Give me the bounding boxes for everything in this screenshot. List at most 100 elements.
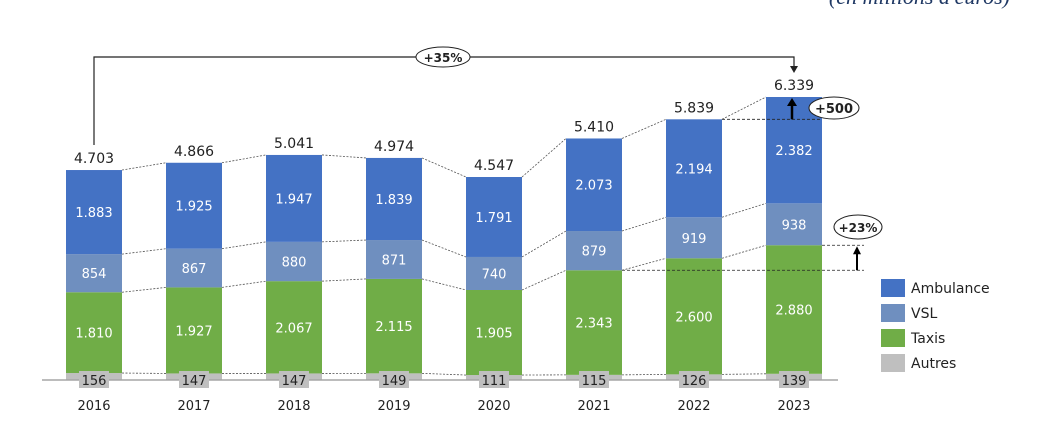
- legend-label-vsl: VSL: [911, 306, 937, 322]
- total-label: 4.974: [374, 139, 414, 155]
- bar-segment-vsl: [66, 254, 122, 293]
- bar-segment-ambulance: [366, 157, 422, 241]
- value-label-taxis: 2.343: [575, 317, 612, 332]
- x-tick-label: 2019: [377, 399, 410, 414]
- bar-segment-ambulance: [66, 170, 122, 255]
- connector-line: [721, 373, 767, 375]
- value-label-ambulance: 2.073: [575, 179, 612, 194]
- value-label-vsl: 879: [582, 245, 607, 260]
- connector-line: [621, 257, 667, 271]
- bar-segment-vsl: [666, 217, 722, 259]
- x-tick-label: 2017: [177, 399, 210, 414]
- connector-line: [521, 138, 567, 178]
- value-label-taxis: 2.115: [375, 320, 412, 335]
- growth-badge-500: [808, 96, 860, 120]
- bar-segment-vsl: [566, 231, 622, 271]
- value-label-vsl: 740: [482, 267, 507, 282]
- growth-badge-35: [415, 46, 471, 68]
- x-tick-label: 2018: [277, 399, 310, 414]
- x-tick-label: 2021: [577, 399, 610, 414]
- arrow-up-icon: [853, 246, 861, 255]
- connector-line: [721, 244, 767, 259]
- connector-line: [321, 154, 367, 159]
- bar-segment-vsl: [466, 256, 522, 290]
- value-label-taxis: 2.067: [275, 321, 312, 336]
- legend-label-autres: Autres: [911, 356, 956, 372]
- connector-line: [121, 287, 167, 293]
- total-label: 4.703: [74, 151, 114, 167]
- value-label-taxis: 1.905: [475, 327, 512, 342]
- value-label-autres: 147: [282, 374, 307, 389]
- annotation-label-35: +35%: [424, 51, 463, 65]
- connector-line: [321, 239, 367, 243]
- value-label-autres: 111: [482, 374, 507, 389]
- total-label: 6.339: [774, 78, 814, 94]
- bar-segment-vsl: [766, 203, 822, 246]
- connector-line: [221, 280, 267, 288]
- connector-line: [221, 241, 267, 250]
- value-label-ambulance: 1.947: [275, 192, 312, 207]
- value-label-vsl: 938: [782, 218, 807, 233]
- connector-line: [421, 157, 467, 178]
- x-tick-label: 2023: [777, 399, 810, 414]
- connector-line: [421, 239, 467, 258]
- bar-segment-ambulance: [466, 177, 522, 257]
- connector-line: [121, 248, 167, 255]
- connector-line: [621, 216, 667, 232]
- bar-segment-ambulance: [766, 97, 822, 204]
- value-label-ambulance: 1.791: [475, 211, 512, 226]
- value-label-autres: 139: [782, 374, 807, 389]
- connector-line: [321, 278, 367, 282]
- bar-segment-taxis: [66, 292, 122, 374]
- x-tick-label: 2016: [77, 399, 110, 414]
- autres-label-box: [779, 371, 809, 388]
- x-tick-label: 2020: [477, 399, 510, 414]
- value-label-ambulance: 1.883: [75, 206, 112, 221]
- connector-line: [721, 96, 767, 120]
- growth-badge-23: [833, 214, 883, 240]
- connector-line: [221, 154, 267, 164]
- total-label: 5.839: [674, 100, 714, 116]
- value-label-autres: 147: [182, 374, 207, 389]
- arrow-down-icon: [790, 66, 798, 73]
- autres-label-box: [679, 371, 709, 388]
- autres-label-box: [79, 371, 109, 388]
- value-label-autres: 149: [382, 374, 407, 389]
- connector-line: [421, 372, 467, 376]
- connector-line: [521, 230, 567, 258]
- autres-label-box: [479, 371, 509, 388]
- legend-swatch-autres: [881, 354, 905, 372]
- bar-segment-taxis: [266, 281, 322, 374]
- bar-segment-ambulance: [166, 162, 222, 249]
- connector-line: [421, 278, 467, 291]
- bar-segment-ambulance: [266, 154, 322, 242]
- bar-segment-taxis: [366, 278, 422, 374]
- value-label-ambulance: 2.382: [775, 144, 812, 159]
- bar-segment-vsl: [166, 248, 222, 288]
- bar-segment-vsl: [266, 241, 322, 282]
- value-label-taxis: 2.880: [775, 304, 812, 319]
- connector-line: [721, 202, 767, 218]
- bar-segment-ambulance: [666, 119, 722, 218]
- connector-line: [621, 118, 667, 139]
- legend-swatch-vsl: [881, 304, 905, 322]
- value-label-ambulance: 2.194: [675, 162, 712, 177]
- bar-segment-taxis: [166, 287, 222, 374]
- bar-segment-taxis: [666, 258, 722, 375]
- value-label-ambulance: 1.925: [175, 200, 212, 215]
- value-label-vsl: 919: [682, 232, 707, 247]
- bar-segment-taxis: [566, 270, 622, 375]
- value-label-taxis: 2.600: [675, 310, 712, 325]
- legend-swatch-ambulance: [881, 279, 905, 297]
- total-label: 5.410: [574, 119, 614, 135]
- autres-label-box: [379, 371, 409, 388]
- value-label-taxis: 1.810: [75, 327, 112, 342]
- connector-line: [521, 269, 567, 291]
- total-label: 5.041: [274, 136, 314, 152]
- autres-label-box: [179, 371, 209, 388]
- value-label-autres: 115: [582, 374, 607, 389]
- chart-subtitle: (en millions d'euros): [829, 0, 1010, 10]
- bar-segment-taxis: [466, 289, 522, 376]
- autres-label-box: [579, 371, 609, 388]
